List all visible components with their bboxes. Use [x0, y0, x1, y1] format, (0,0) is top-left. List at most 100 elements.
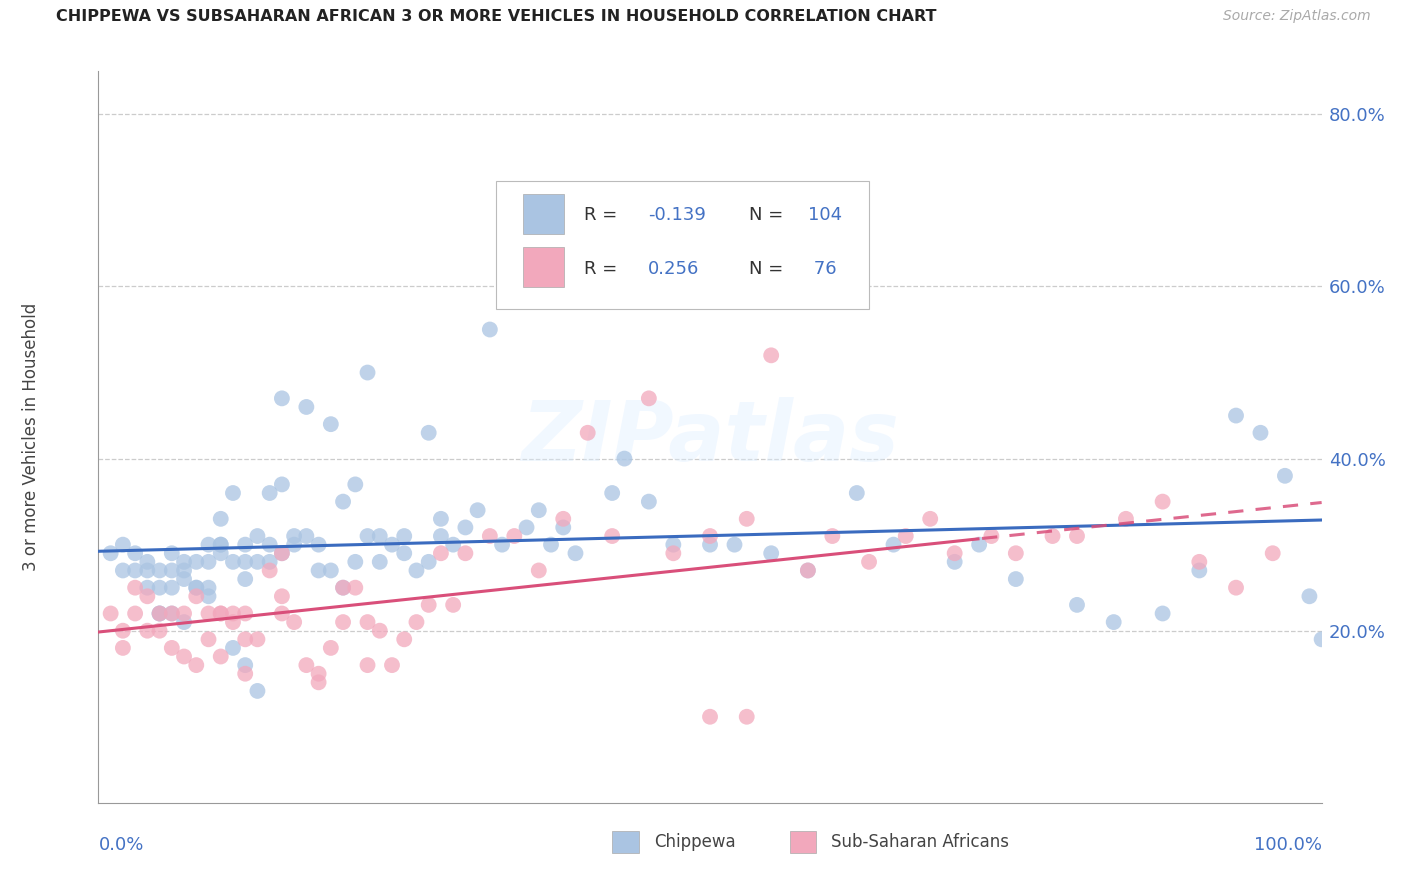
- Point: [149, 607, 172, 621]
- Text: R =: R =: [583, 206, 623, 225]
- Bar: [523, 247, 564, 287]
- Point: [160, 640, 183, 655]
- Text: N =: N =: [749, 206, 789, 225]
- FancyBboxPatch shape: [496, 181, 869, 310]
- Point: [356, 366, 378, 380]
- Point: [319, 417, 342, 432]
- Point: [173, 607, 195, 621]
- Point: [259, 555, 281, 569]
- Point: [319, 640, 342, 655]
- Point: [149, 624, 172, 638]
- Point: [1066, 598, 1088, 612]
- Point: [308, 564, 330, 578]
- Point: [920, 512, 942, 526]
- Point: [527, 503, 550, 517]
- Point: [1004, 546, 1026, 560]
- Point: [980, 529, 1002, 543]
- Point: [160, 546, 183, 560]
- Point: [1152, 494, 1174, 508]
- Point: [136, 589, 159, 603]
- Point: [160, 607, 183, 621]
- Point: [540, 538, 562, 552]
- Point: [638, 392, 661, 406]
- Point: [233, 572, 256, 586]
- Point: [259, 486, 281, 500]
- Point: [160, 607, 183, 621]
- Point: [527, 564, 550, 578]
- Point: [209, 607, 232, 621]
- Point: [149, 581, 172, 595]
- Point: [1298, 589, 1320, 603]
- Point: [344, 581, 367, 595]
- Point: [173, 555, 195, 569]
- Point: [100, 607, 122, 621]
- Point: [1225, 409, 1247, 423]
- Point: [1115, 512, 1137, 526]
- Point: [467, 503, 489, 517]
- Point: [246, 632, 269, 647]
- Point: [392, 529, 416, 543]
- Point: [454, 520, 477, 534]
- Point: [430, 529, 453, 543]
- Point: [600, 486, 623, 500]
- Point: [1188, 564, 1211, 578]
- Text: N =: N =: [749, 260, 789, 277]
- Point: [418, 425, 440, 440]
- Point: [124, 564, 146, 578]
- Point: [186, 581, 208, 595]
- Point: [392, 632, 416, 647]
- Point: [173, 564, 195, 578]
- Point: [368, 555, 391, 569]
- Point: [356, 658, 378, 673]
- Point: [967, 538, 990, 552]
- Point: [233, 632, 256, 647]
- Point: [735, 512, 758, 526]
- Point: [246, 529, 269, 543]
- Point: [430, 546, 453, 560]
- Point: [638, 494, 661, 508]
- Point: [160, 581, 183, 595]
- Point: [186, 555, 208, 569]
- Point: [283, 538, 305, 552]
- Point: [356, 615, 378, 629]
- Point: [149, 564, 172, 578]
- Point: [405, 564, 427, 578]
- Text: 0.0%: 0.0%: [98, 836, 143, 854]
- Point: [735, 710, 758, 724]
- Point: [356, 529, 378, 543]
- Point: [295, 529, 318, 543]
- Point: [576, 425, 599, 440]
- Point: [270, 477, 294, 491]
- Point: [111, 624, 134, 638]
- Point: [222, 555, 245, 569]
- Point: [186, 658, 208, 673]
- Point: [270, 546, 294, 560]
- Text: ZIPatlas: ZIPatlas: [522, 397, 898, 477]
- Point: [418, 598, 440, 612]
- Point: [209, 512, 232, 526]
- Text: Sub-Saharan Africans: Sub-Saharan Africans: [831, 832, 1010, 851]
- Point: [332, 615, 354, 629]
- Text: R =: R =: [583, 260, 623, 277]
- Point: [699, 710, 721, 724]
- Point: [515, 520, 537, 534]
- Point: [381, 538, 404, 552]
- Point: [1225, 581, 1247, 595]
- Point: [332, 581, 354, 595]
- Point: [576, 253, 599, 268]
- Point: [1102, 615, 1125, 629]
- Point: [295, 400, 318, 414]
- Point: [283, 529, 305, 543]
- Point: [209, 607, 232, 621]
- Point: [699, 538, 721, 552]
- Point: [246, 684, 269, 698]
- Point: [761, 546, 783, 560]
- Point: [124, 546, 146, 560]
- Point: [233, 555, 256, 569]
- Point: [233, 538, 256, 552]
- Point: [699, 529, 721, 543]
- Point: [600, 529, 623, 543]
- Bar: [612, 830, 640, 853]
- Point: [233, 607, 256, 621]
- Point: [111, 538, 134, 552]
